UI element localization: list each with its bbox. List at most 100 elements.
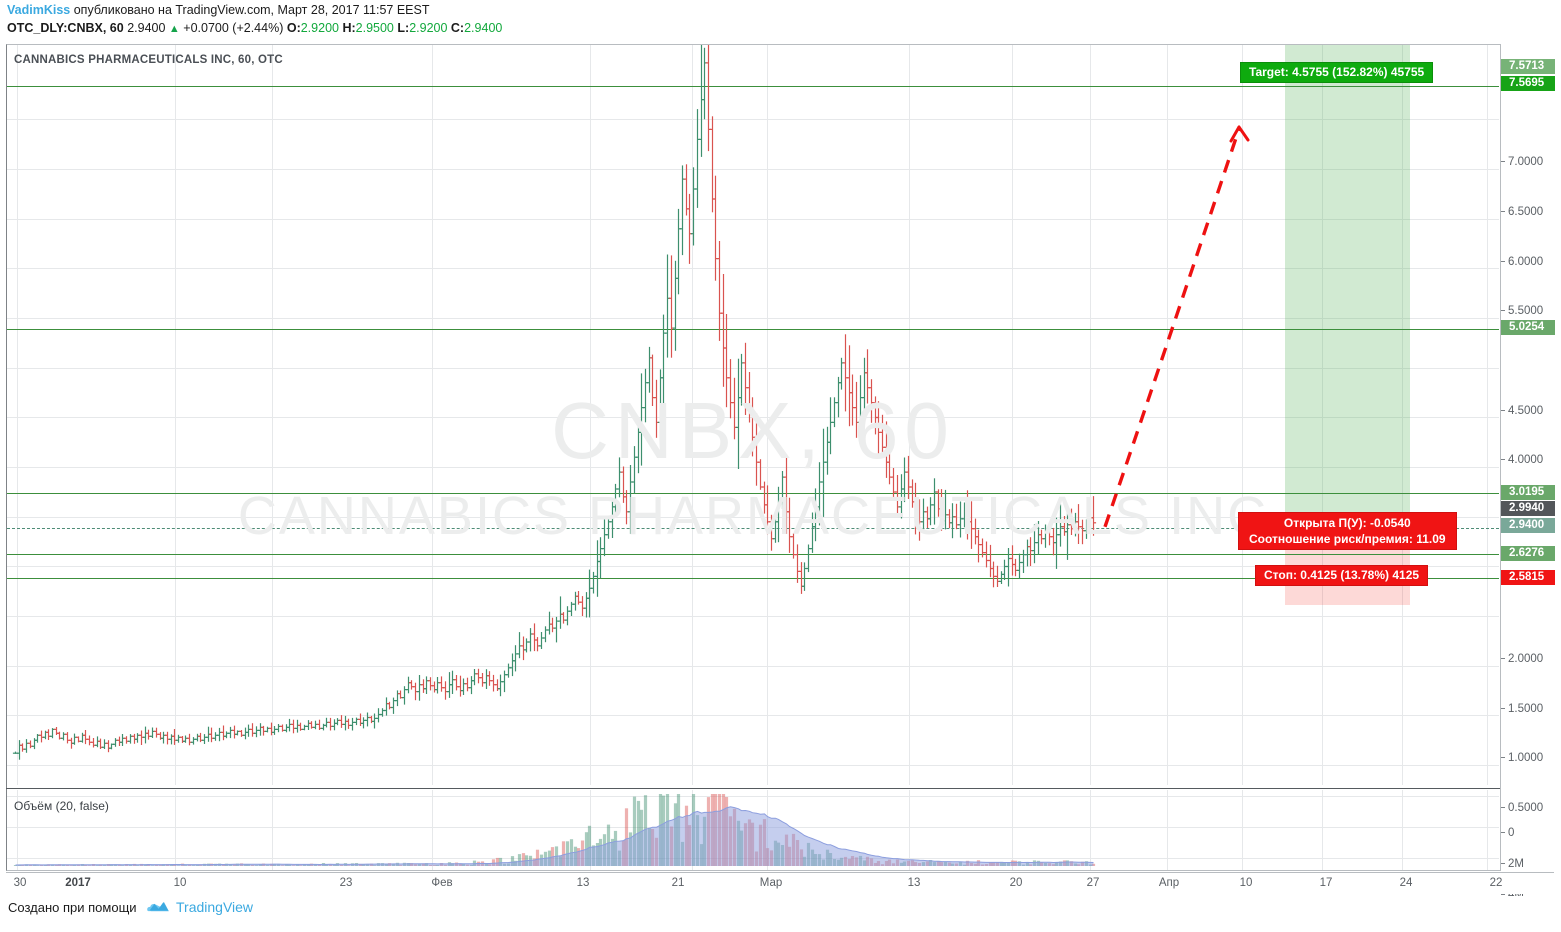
price-badge-target-level[interactable]: 7.5713 — [1501, 59, 1555, 74]
grid-line-horizontal — [7, 368, 1499, 369]
time-tick: 10 — [173, 877, 187, 889]
grid-line-vertical — [175, 790, 176, 870]
time-tick: 13 — [907, 877, 921, 889]
pane-separator[interactable] — [6, 788, 1500, 789]
price-badge-level[interactable]: 7.5695 — [1501, 76, 1555, 91]
level-line-2627 — [7, 554, 1499, 555]
grid-line-horizontal — [7, 318, 1499, 319]
grid-line-horizontal — [7, 268, 1499, 269]
price-tick: 2.0000 — [1501, 653, 1543, 665]
level-line-3019 — [7, 493, 1499, 494]
time-tick: 2017 — [65, 877, 91, 889]
time-tick: 13 — [576, 877, 590, 889]
level-line-entry — [7, 528, 1499, 529]
up-triangle-icon: ▲ — [168, 23, 180, 35]
position-rr-text: Соотношение риск/премия: 11.09 — [1249, 532, 1446, 546]
grid-line-horizontal — [7, 616, 1499, 617]
grid-line-vertical — [1487, 790, 1488, 870]
price-badge-level[interactable]: 2.6276 — [1501, 546, 1555, 561]
tradingview-brand-label[interactable]: TradingView — [176, 899, 254, 915]
time-tick: 22 — [1489, 877, 1503, 889]
grid-line-horizontal — [7, 219, 1499, 220]
grid-line-vertical — [692, 45, 693, 785]
time-axis[interactable]: 30 2017 10 23 Фев 13 21 Мар 13 20 27 Апр 10 17 24 22 — [6, 872, 1554, 894]
chart-footer: Создано при помощи TradingView — [0, 896, 1561, 932]
symbol-label[interactable]: OTC_DLY:CNBX, 60 — [7, 21, 124, 35]
price-badge-stop[interactable]: 2.5815 — [1501, 570, 1555, 585]
position-label[interactable]: Открыта П(У): -0.0540 Соотношение риск/п… — [1238, 512, 1457, 550]
grid-line-vertical — [1322, 790, 1323, 870]
grid-line-vertical — [1242, 790, 1243, 870]
time-tick: 27 — [1086, 877, 1100, 889]
time-tick: Фев — [431, 877, 453, 889]
tradingview-logo-icon — [147, 902, 169, 912]
close-value: 2.9400 — [464, 21, 503, 35]
price-tick: 0.5000 — [1501, 802, 1543, 814]
price-tick: 7.0000 — [1501, 156, 1543, 168]
price-tick: 4.0000 — [1501, 454, 1543, 466]
price-change: +0.0700 (+2.44%) — [183, 21, 284, 35]
grid-line-vertical — [432, 790, 433, 870]
made-with-label: Создано при помощи — [8, 900, 137, 915]
price-tick: 6.5000 — [1501, 206, 1543, 218]
time-tick: Мар — [759, 877, 783, 889]
chart-title: CANNABICS PHARMACEUTICALS INC, 60, OTC — [14, 54, 283, 66]
grid-line-vertical — [767, 45, 768, 785]
time-tick: 20 — [1009, 877, 1023, 889]
price-badge-cursor[interactable]: 2.9940 — [1501, 501, 1555, 516]
level-line-target — [7, 86, 1499, 87]
price-tick: 4.5000 — [1501, 405, 1543, 417]
grid-line-vertical — [1012, 45, 1013, 785]
stop-label[interactable]: Стоп: 0.4125 (13.78%) 4125 — [1255, 565, 1429, 586]
grid-line-vertical — [909, 790, 910, 870]
author-name[interactable]: VadimKiss — [7, 3, 71, 17]
grid-line-horizontal — [7, 715, 1499, 716]
time-tick: 21 — [671, 877, 685, 889]
low-value: 2.9200 — [409, 21, 448, 35]
target-label[interactable]: Target: 4.5755 (152.82%) 45755 — [1240, 62, 1434, 83]
grid-line-vertical — [175, 45, 176, 785]
grid-line-horizontal — [7, 666, 1499, 667]
target-zone — [1285, 45, 1410, 517]
grid-line-horizontal — [7, 796, 1499, 797]
grid-line-vertical — [272, 45, 273, 785]
price-tick: 6.0000 — [1501, 256, 1543, 268]
price-badge-level[interactable]: 5.0254 — [1501, 320, 1555, 335]
time-tick: 23 — [339, 877, 353, 889]
grid-line-horizontal — [7, 765, 1499, 766]
price-badge-last[interactable]: 2.9400 — [1501, 518, 1555, 533]
grid-line-vertical — [1090, 790, 1091, 870]
price-axis[interactable]: 7.00006.50006.00005.50004.50004.00003.50… — [1500, 44, 1555, 901]
close-label: C: — [450, 21, 465, 35]
level-line-5025 — [7, 329, 1499, 330]
grid-line-vertical — [17, 45, 18, 785]
price-series-bars — [12, 45, 1250, 760]
chart-header: VadimKiss опубликовано на TradingView.co… — [0, 0, 1561, 40]
time-tick: 10 — [1239, 877, 1253, 889]
volume-pane[interactable] — [7, 790, 1499, 870]
grid-line-vertical — [1487, 45, 1488, 785]
grid-line-vertical — [1242, 45, 1243, 785]
volume-tick: 2M — [1501, 858, 1524, 870]
grid-line-vertical — [1012, 790, 1013, 870]
position-pl-text: Открыта П(У): -0.0540 — [1283, 516, 1411, 530]
price-tick: 5.5000 — [1501, 305, 1543, 317]
grid-line-vertical — [17, 790, 18, 870]
grid-line-vertical — [1322, 45, 1323, 785]
level-line-stop — [7, 578, 1499, 579]
grid-line-vertical — [1090, 45, 1091, 785]
grid-line-horizontal — [7, 517, 1499, 518]
grid-line-vertical — [432, 45, 433, 785]
open-value: 2.9200 — [300, 21, 339, 35]
time-tick: 24 — [1399, 877, 1413, 889]
grid-line-vertical — [1167, 45, 1168, 785]
grid-line-vertical — [909, 45, 910, 785]
time-tick: 17 — [1319, 877, 1333, 889]
price-badge-level[interactable]: 3.0195 — [1501, 485, 1555, 500]
high-label: H: — [342, 21, 356, 35]
price-pane[interactable]: CNBX, 60 CANNABICS PHARMACEUTICALS INC — [7, 45, 1499, 785]
quote-line: OTC_DLY:CNBX, 60 2.9400 ▲ +0.0700 (+2.44… — [7, 21, 502, 35]
price-tick: 1.0000 — [1501, 752, 1543, 764]
grid-line-vertical — [590, 790, 591, 870]
